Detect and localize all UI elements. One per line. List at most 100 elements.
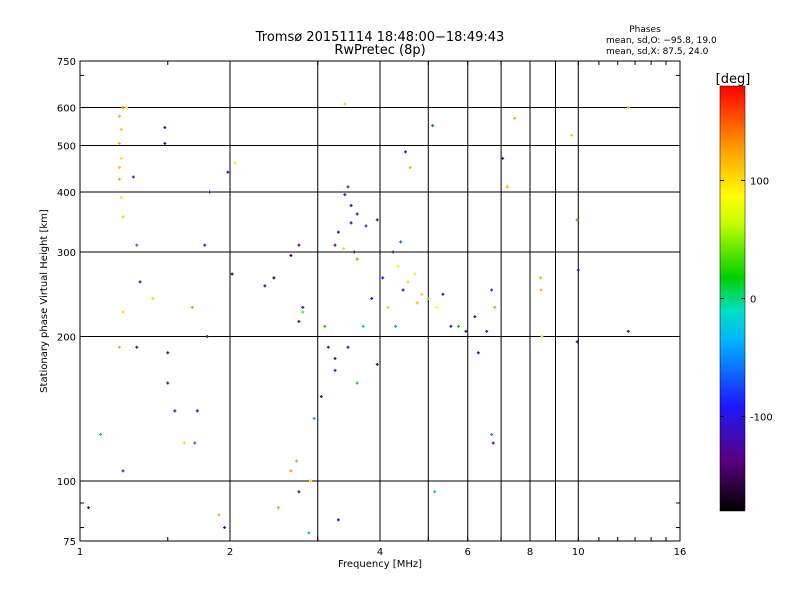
data-point bbox=[217, 513, 221, 517]
phases-title: Phases bbox=[629, 25, 661, 35]
grid-lines bbox=[80, 61, 680, 541]
data-point bbox=[396, 264, 400, 268]
data-point bbox=[138, 280, 142, 284]
x-axis-label: Frequency [MHz] bbox=[338, 559, 422, 570]
data-point bbox=[375, 218, 379, 222]
x-tick-label: 16 bbox=[674, 547, 687, 558]
axis-ticks: 1 2 4 6 8 10 16 75 100 200 300 400 500 600 750 bbox=[57, 57, 686, 558]
x-tick-label: 1 bbox=[77, 547, 83, 558]
colorbar-ticks: 100 0 -100 bbox=[720, 176, 773, 424]
data-point bbox=[575, 340, 579, 344]
y-tick-label: 750 bbox=[57, 57, 76, 68]
data-point bbox=[336, 230, 340, 234]
data-point bbox=[121, 469, 125, 473]
data-point bbox=[375, 362, 379, 366]
y-tick-label: 600 bbox=[57, 104, 76, 115]
data-point bbox=[117, 141, 121, 145]
data-point bbox=[343, 102, 347, 106]
data-point bbox=[182, 441, 186, 445]
data-point bbox=[626, 106, 630, 110]
data-point bbox=[513, 116, 517, 120]
data-point bbox=[433, 490, 437, 494]
data-point bbox=[493, 305, 497, 309]
data-point bbox=[476, 351, 480, 355]
data-point bbox=[420, 292, 424, 296]
data-point bbox=[326, 345, 330, 349]
data-point bbox=[336, 518, 340, 522]
data-point bbox=[394, 324, 398, 328]
data-point bbox=[205, 335, 209, 339]
data-point bbox=[289, 469, 293, 473]
data-point bbox=[203, 243, 207, 247]
data-point bbox=[166, 381, 170, 385]
data-point bbox=[208, 190, 212, 194]
data-point bbox=[121, 310, 125, 314]
y-tick-label: 400 bbox=[57, 188, 76, 199]
data-point bbox=[485, 329, 489, 333]
data-point bbox=[230, 272, 234, 276]
data-point bbox=[117, 114, 121, 118]
data-point bbox=[135, 345, 139, 349]
data-point bbox=[121, 106, 125, 110]
colorbar-label: [deg] bbox=[716, 72, 751, 87]
data-point bbox=[323, 324, 327, 328]
data-point bbox=[403, 150, 407, 154]
data-point bbox=[307, 531, 311, 535]
x-tick-label: 2 bbox=[227, 547, 233, 558]
data-point bbox=[346, 185, 350, 189]
data-point bbox=[319, 395, 323, 399]
data-point bbox=[449, 324, 453, 328]
data-point bbox=[308, 479, 312, 483]
data-point bbox=[233, 161, 237, 165]
data-point bbox=[135, 243, 139, 247]
data-point bbox=[151, 297, 155, 301]
data-point bbox=[352, 250, 356, 254]
data-point bbox=[226, 170, 230, 174]
y-tick-label: 500 bbox=[57, 142, 76, 153]
data-point bbox=[297, 243, 301, 247]
data-point bbox=[349, 221, 353, 225]
data-point bbox=[361, 324, 365, 328]
data-point bbox=[381, 276, 385, 280]
data-point bbox=[121, 215, 125, 219]
data-point bbox=[163, 141, 167, 145]
data-point bbox=[272, 276, 276, 280]
data-point bbox=[295, 459, 299, 463]
data-point bbox=[491, 441, 495, 445]
data-point bbox=[370, 297, 374, 301]
data-point bbox=[163, 126, 167, 130]
data-point bbox=[276, 506, 280, 510]
data-point bbox=[342, 247, 346, 251]
data-point bbox=[333, 368, 337, 372]
data-point bbox=[86, 506, 90, 510]
data-point bbox=[464, 329, 468, 333]
y-axis-label: Stationary phase Virtual Height [km] bbox=[39, 209, 50, 393]
data-point bbox=[117, 177, 121, 181]
data-point bbox=[173, 409, 177, 413]
data-point bbox=[297, 490, 301, 494]
data-point bbox=[355, 257, 359, 261]
data-point bbox=[490, 433, 494, 437]
data-point bbox=[263, 284, 267, 288]
data-point bbox=[435, 305, 439, 309]
data-point bbox=[301, 310, 305, 314]
data-point bbox=[570, 133, 574, 137]
data-point bbox=[333, 356, 337, 360]
data-point bbox=[576, 268, 580, 272]
data-point bbox=[540, 335, 544, 339]
data-point bbox=[297, 319, 301, 323]
x-tick-label: 10 bbox=[572, 547, 585, 558]
data-points bbox=[86, 102, 630, 535]
data-point bbox=[166, 351, 170, 355]
data-point bbox=[391, 250, 395, 254]
data-point bbox=[117, 345, 121, 349]
data-point bbox=[431, 124, 435, 128]
data-point bbox=[119, 127, 123, 131]
data-point bbox=[190, 305, 194, 309]
data-point bbox=[119, 156, 123, 160]
data-point bbox=[539, 288, 543, 292]
data-point bbox=[346, 345, 350, 349]
data-point bbox=[399, 240, 403, 244]
